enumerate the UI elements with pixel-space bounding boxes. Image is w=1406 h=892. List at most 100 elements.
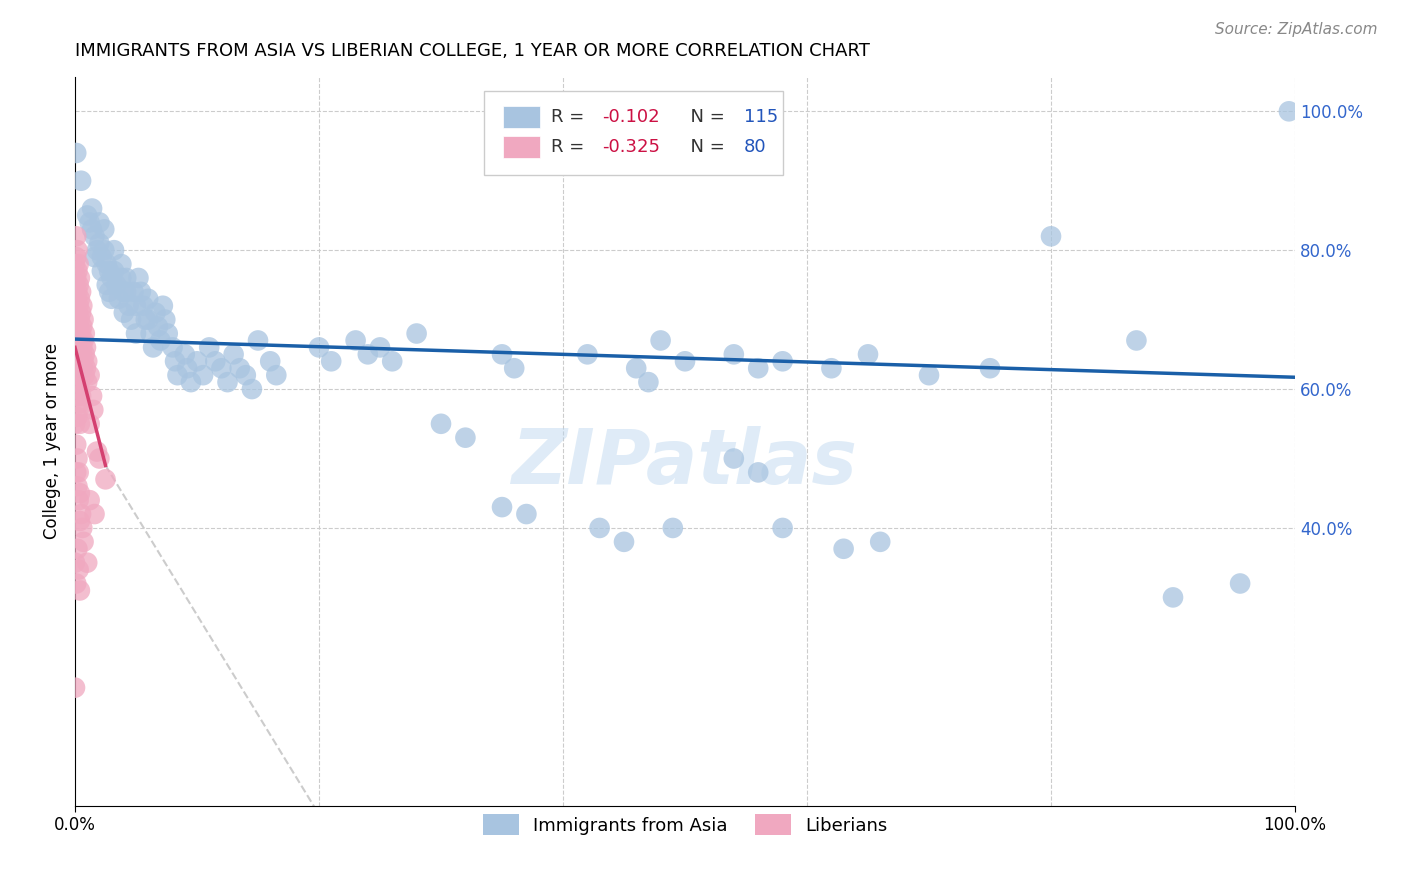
Point xyxy=(228,361,250,376)
Point xyxy=(110,257,132,271)
Point xyxy=(73,368,96,383)
Point xyxy=(63,681,86,695)
Point xyxy=(515,507,537,521)
Point xyxy=(112,285,135,299)
Point xyxy=(1040,229,1063,244)
Point xyxy=(662,521,685,535)
Point xyxy=(166,368,188,383)
Point xyxy=(66,451,89,466)
Point xyxy=(76,354,98,368)
Point xyxy=(100,271,122,285)
Point xyxy=(65,375,87,389)
Text: 80: 80 xyxy=(744,138,766,156)
FancyBboxPatch shape xyxy=(503,106,540,128)
Point xyxy=(155,312,177,326)
Point xyxy=(66,334,89,348)
Point xyxy=(149,334,172,348)
Point xyxy=(204,354,226,368)
Point xyxy=(69,583,91,598)
Point xyxy=(66,389,89,403)
Point xyxy=(381,354,404,368)
Text: N =: N = xyxy=(679,108,730,126)
FancyBboxPatch shape xyxy=(484,91,783,175)
Point xyxy=(115,271,138,285)
Y-axis label: College, 1 year or more: College, 1 year or more xyxy=(44,343,60,539)
Point xyxy=(72,521,94,535)
Point xyxy=(67,257,90,271)
Point xyxy=(63,277,86,292)
Point xyxy=(66,479,89,493)
Text: R =: R = xyxy=(551,108,589,126)
Point xyxy=(405,326,427,341)
Point xyxy=(89,236,111,251)
Point xyxy=(67,493,90,508)
Point xyxy=(65,576,87,591)
Point xyxy=(65,466,87,480)
Point xyxy=(491,500,513,515)
Point xyxy=(454,431,477,445)
Point xyxy=(624,361,647,376)
Point xyxy=(63,556,86,570)
Point xyxy=(93,243,115,257)
Point xyxy=(368,340,391,354)
Text: ZIPatlas: ZIPatlas xyxy=(512,426,858,500)
Point xyxy=(90,250,112,264)
Point xyxy=(613,534,636,549)
Point xyxy=(1229,576,1251,591)
Point xyxy=(832,541,855,556)
Point xyxy=(235,368,257,383)
Point xyxy=(83,250,105,264)
Point xyxy=(723,451,745,466)
Point xyxy=(856,347,879,361)
Point xyxy=(918,368,941,383)
Point xyxy=(72,334,94,348)
Point xyxy=(118,299,141,313)
Point xyxy=(70,389,93,403)
Point xyxy=(66,264,89,278)
Point xyxy=(747,466,769,480)
Point xyxy=(142,340,165,354)
Point xyxy=(86,444,108,458)
Point xyxy=(69,271,91,285)
Point xyxy=(67,361,90,376)
Point xyxy=(72,312,94,326)
Text: 115: 115 xyxy=(744,108,778,126)
Point xyxy=(73,347,96,361)
Point xyxy=(103,243,125,257)
Text: -0.325: -0.325 xyxy=(602,138,659,156)
Point xyxy=(79,215,101,229)
Point xyxy=(70,368,93,383)
Point xyxy=(65,334,87,348)
Point xyxy=(723,347,745,361)
Point xyxy=(83,229,105,244)
Point xyxy=(100,292,122,306)
Point xyxy=(132,299,155,313)
Point xyxy=(80,389,103,403)
Point xyxy=(103,264,125,278)
Point xyxy=(198,340,221,354)
Point xyxy=(70,306,93,320)
Point xyxy=(66,409,89,424)
Point xyxy=(173,347,195,361)
Point xyxy=(69,354,91,368)
Point xyxy=(191,368,214,383)
Point xyxy=(72,319,94,334)
Point xyxy=(70,507,93,521)
Point xyxy=(65,354,87,368)
Point xyxy=(430,417,453,431)
Point xyxy=(76,209,98,223)
Point xyxy=(67,340,90,354)
Point xyxy=(105,277,128,292)
Point xyxy=(120,312,142,326)
Point xyxy=(115,285,138,299)
Point xyxy=(67,319,90,334)
Point xyxy=(266,368,288,383)
Point xyxy=(491,347,513,361)
Point xyxy=(65,229,87,244)
Point xyxy=(69,514,91,528)
Point xyxy=(772,354,794,368)
Point xyxy=(66,541,89,556)
Point xyxy=(70,347,93,361)
Point xyxy=(93,222,115,236)
Point xyxy=(67,299,90,313)
